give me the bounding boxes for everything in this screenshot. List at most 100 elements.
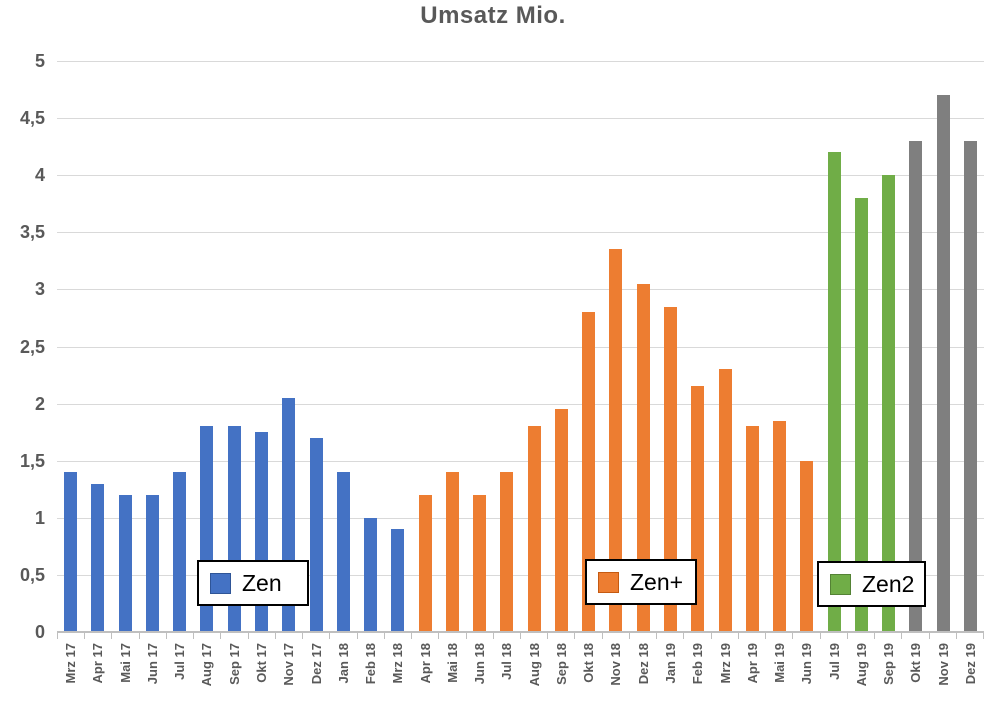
x-axis-ticks [57,633,984,639]
bar[interactable] [145,494,159,632]
bar[interactable] [336,472,350,632]
x-tick [630,633,658,639]
x-tick [848,633,876,639]
bar-slot [630,61,657,632]
bar[interactable] [309,437,323,632]
bar[interactable] [527,426,541,632]
x-tick [330,633,358,639]
x-tick-label: Sep 17 [226,643,242,685]
x-tick-label: Jun 19 [799,643,815,685]
bar-slot [848,61,875,632]
y-tick-label: 3,5 [19,222,45,243]
legend-zen-plus-swatch-icon [598,571,619,593]
bar[interactable] [118,494,132,632]
bar-slot [820,61,847,632]
x-tick [521,633,549,639]
x-tick-label: Jan 18 [335,643,351,684]
bar-slot [193,61,220,632]
bar-slot [411,61,438,632]
bar-slot [521,61,548,632]
x-tick-label: Dez 19 [962,643,978,685]
bar[interactable] [445,472,459,632]
legend-zen-label: Zen [242,569,282,596]
bar[interactable] [718,369,732,632]
bar-slot [684,61,711,632]
x-tick-label: Sep 18 [553,643,569,685]
bar[interactable] [173,472,187,632]
x-axis-labels: Mrz 17 Apr 17 Mai 17 Jun 17 Jul 17 Aug 17 Sep … [57,643,984,707]
bar[interactable] [609,249,623,632]
x-tick-label: Apr 17 [90,643,106,684]
x-tick-label: Mai 17 [117,643,133,683]
y-tick-label: 5 [34,51,45,71]
legend-zen2[interactable]: Zen2 [817,561,926,607]
x-tick-label: Nov 18 [608,643,624,686]
bar[interactable] [554,409,568,632]
x-tick-label: Nov 17 [281,643,297,686]
x-tick [603,633,630,639]
bar[interactable] [936,95,950,632]
bar[interactable] [500,472,514,632]
bar[interactable] [418,494,432,632]
legend-zen2-label: Zen2 [862,570,915,597]
bar[interactable] [91,483,105,632]
x-tick [221,633,249,639]
bar-slot [357,61,384,632]
bar[interactable] [663,306,677,632]
legend-zen-plus[interactable]: Zen+ [585,559,697,605]
x-tick [385,633,413,639]
x-axis-line [57,631,984,633]
x-tick [657,633,685,639]
bar[interactable] [473,494,487,632]
x-tick [249,633,276,639]
bar-slot [248,61,275,632]
bar-slot [302,61,329,632]
x-tick-label: Jan 19 [662,643,678,684]
x-tick-label: Mrz 19 [717,643,733,684]
plot-area [57,61,984,633]
bar[interactable] [636,283,650,632]
x-tick [575,633,603,639]
chart-title: Umsatz Mio. [420,2,566,29]
x-tick-label: Jun 18 [472,643,488,685]
x-tick [194,633,222,639]
bar[interactable] [364,517,378,632]
bar[interactable] [800,460,814,632]
bar[interactable] [582,312,596,632]
x-tick [875,633,903,639]
bar[interactable] [854,198,868,632]
x-tick [930,633,957,639]
bar-slot [112,61,139,632]
x-tick [548,633,576,639]
y-tick-label: 0 [34,622,45,642]
bar[interactable] [909,140,923,632]
bar-slot [602,61,629,632]
bar[interactable] [963,140,977,632]
y-tick-label: 2 [34,393,45,414]
legend-zen[interactable]: Zen [197,560,309,606]
x-tick [712,633,739,639]
bar-slot [657,61,684,632]
x-tick-label: Feb 19 [690,643,706,685]
x-tick-label: Mai 18 [444,643,460,683]
x-tick [766,633,794,639]
x-tick [467,633,494,639]
bar-slot [548,61,575,632]
gridline [57,460,984,462]
y-tick-label: 1 [34,507,45,528]
y-axis-labels: 5 4,5 4 3,5 3 2,5 2 1,5 1 0,5 0 [0,51,45,642]
bar[interactable] [882,175,896,632]
x-tick [494,633,521,639]
x-tick [140,633,167,639]
bar[interactable] [745,426,759,632]
bar[interactable] [773,420,787,632]
bar[interactable] [391,529,405,632]
x-tick [303,633,331,639]
bar-slot [84,61,111,632]
bar-slot [875,61,902,632]
y-tick-label: 0,5 [19,564,45,585]
bar[interactable] [827,152,841,632]
bar-slot [275,61,302,632]
x-tick-label: Apr 18 [417,643,433,684]
bar[interactable] [64,472,78,632]
